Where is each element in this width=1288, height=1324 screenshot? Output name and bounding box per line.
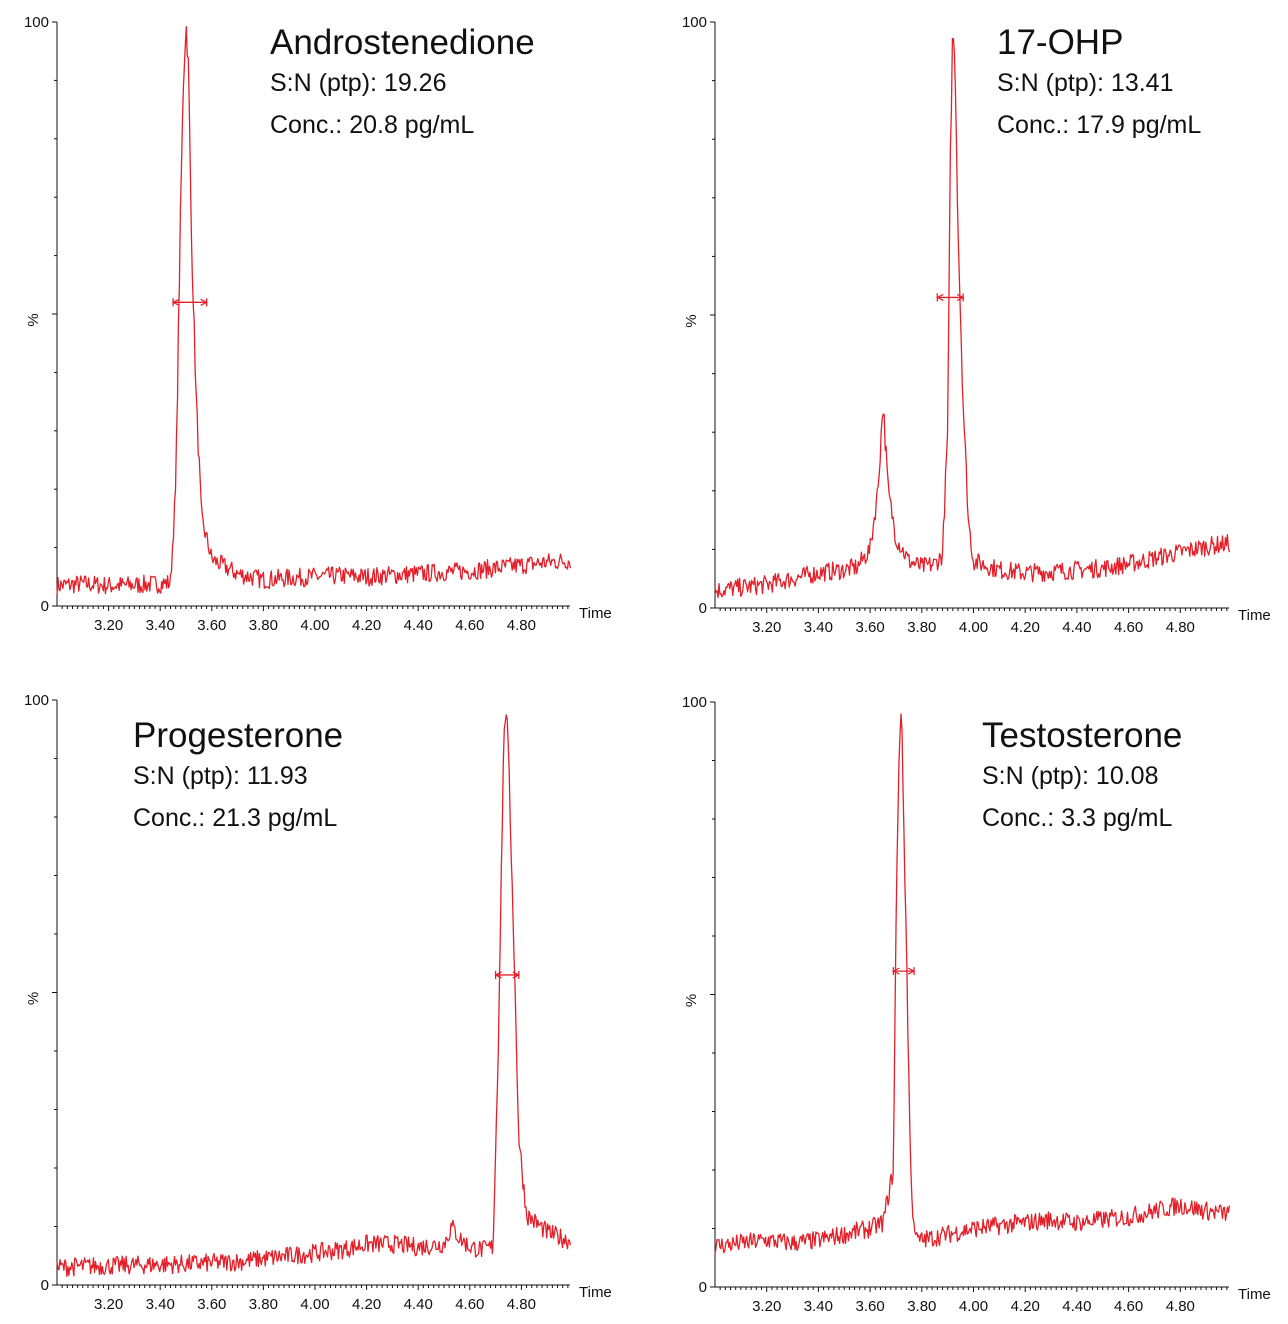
x-tick-label: 4.40 (1062, 619, 1091, 636)
x-tick-label: 3.40 (804, 1298, 833, 1315)
peak-width-arrow-left (892, 967, 900, 975)
chromatogram-trace (56, 714, 572, 1278)
y-tick-label: 100 (682, 14, 707, 31)
peak-width-arrow-left (171, 298, 180, 306)
x-tick-label: 3.20 (752, 1298, 781, 1315)
signal-to-noise-label: S:N (ptp): 10.08 (982, 762, 1158, 790)
x-tick-label: 3.60 (855, 619, 884, 636)
compound-title: 17-OHP (997, 23, 1123, 62)
x-tick-label: 4.00 (300, 1296, 329, 1313)
x-tick-label: 3.60 (197, 617, 226, 634)
x-tick-label: 3.60 (855, 1298, 884, 1315)
peak-width-arrow-left (935, 293, 944, 301)
x-tick-label: 4.80 (507, 1296, 536, 1313)
chromatogram-trace (714, 37, 1231, 599)
x-tick-label: 4.20 (1011, 1298, 1040, 1315)
y-tick-label: 0 (41, 1277, 49, 1294)
concentration-label: Conc.: 20.8 pg/mL (270, 111, 474, 139)
x-tick-label: 4.60 (1114, 619, 1143, 636)
x-tick-label: 4.60 (1114, 1298, 1143, 1315)
signal-to-noise-label: S:N (ptp): 11.93 (133, 762, 308, 790)
signal-to-noise-label: S:N (ptp): 13.41 (997, 69, 1173, 97)
y-tick-label: 100 (24, 14, 49, 31)
peak-width-arrow-right (956, 293, 965, 301)
x-tick-label: 3.40 (804, 619, 833, 636)
y-axis-label: % (683, 994, 700, 1007)
x-tick-label: 4.40 (404, 617, 433, 634)
x-tick-label: 3.20 (94, 1296, 123, 1313)
x-tick-label: 4.40 (404, 1296, 433, 1313)
chromatogram-panel: 0 100% 3.20 3.40 3.60 3.80 4.00 4.20 4.40 4.60 4.8… (24, 14, 612, 634)
y-tick-label: 100 (24, 692, 49, 709)
compound-title: Progesterone (133, 716, 343, 755)
x-tick-label: 4.80 (1166, 619, 1195, 636)
x-tick-label: 4.40 (1062, 1298, 1091, 1315)
chromatogram-trace (56, 26, 572, 595)
compound-title: Androstenedione (270, 23, 535, 62)
x-axis-label: Time (1238, 607, 1271, 624)
y-tick-label: 0 (699, 600, 707, 617)
peak-width-arrow-left (494, 971, 502, 979)
x-tick-label: 3.80 (249, 617, 278, 634)
chromatogram-trace (714, 713, 1231, 1255)
x-tick-label: 3.40 (146, 617, 175, 634)
x-tick-label: 4.00 (300, 617, 329, 634)
x-tick-label: 4.60 (455, 1296, 484, 1313)
x-axis-label: Time (579, 605, 612, 622)
y-axis-label: % (25, 992, 42, 1005)
x-axis-label: Time (1238, 1286, 1271, 1303)
chromatogram-panel: 0 100% 3.20 3.40 3.60 3.80 4.00 4.20 4.40 4.60 4.8… (682, 14, 1271, 636)
x-tick-label: 4.00 (959, 619, 988, 636)
chromatogram-panel: 0 100% 3.20 3.40 3.60 3.80 4.00 4.20 4.40 4.60 4.8… (24, 692, 612, 1313)
concentration-label: Conc.: 21.3 pg/mL (133, 804, 337, 832)
x-tick-label: 4.60 (455, 617, 484, 634)
x-tick-label: 3.60 (197, 1296, 226, 1313)
x-tick-label: 4.80 (507, 617, 536, 634)
x-tick-label: 4.20 (1011, 619, 1040, 636)
y-tick-label: 0 (41, 598, 49, 615)
peak-width-arrow-right (200, 298, 208, 306)
x-tick-label: 3.20 (94, 617, 123, 634)
concentration-label: Conc.: 3.3 pg/mL (982, 804, 1172, 832)
x-tick-label: 4.20 (352, 1296, 381, 1313)
y-axis-label: % (683, 314, 700, 327)
x-tick-label: 4.00 (959, 1298, 988, 1315)
concentration-label: Conc.: 17.9 pg/mL (997, 111, 1201, 139)
x-axis-label: Time (579, 1284, 612, 1301)
x-tick-label: 4.20 (352, 617, 381, 634)
x-tick-label: 3.20 (752, 619, 781, 636)
y-axis-label: % (25, 313, 42, 326)
x-tick-label: 3.80 (907, 1298, 936, 1315)
peak-width-arrow-right (907, 967, 916, 975)
x-tick-label: 3.80 (907, 619, 936, 636)
peak-width-arrow-right (512, 971, 521, 979)
y-tick-label: 100 (682, 694, 707, 711)
x-tick-label: 3.40 (146, 1296, 175, 1313)
signal-to-noise-label: S:N (ptp): 19.26 (270, 69, 446, 97)
x-tick-label: 4.80 (1166, 1298, 1195, 1315)
compound-title: Testosterone (982, 716, 1182, 755)
x-tick-label: 3.80 (249, 1296, 278, 1313)
y-tick-label: 0 (699, 1279, 707, 1296)
chromatogram-panel: 0 100% 3.20 3.40 3.60 3.80 4.00 4.20 4.40 4.60 4.8… (682, 694, 1271, 1315)
